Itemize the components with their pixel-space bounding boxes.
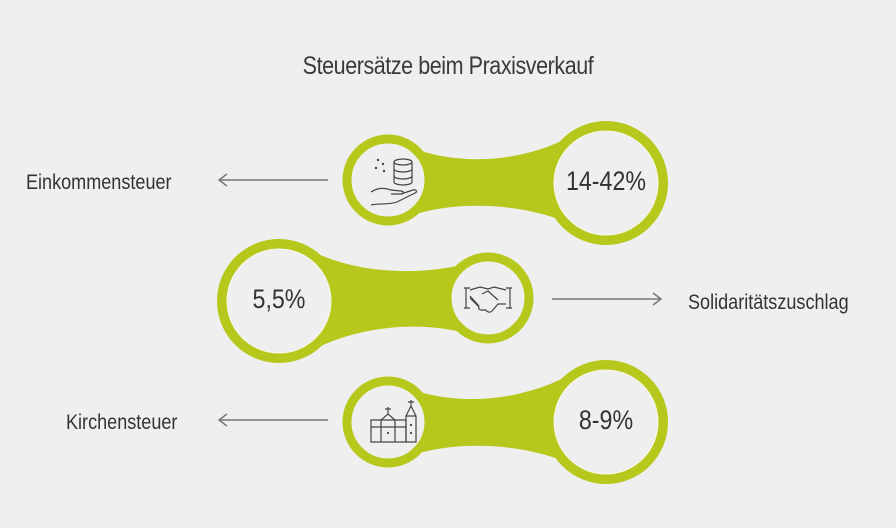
hand-database-icon	[370, 158, 418, 206]
diagram-title: Steuersätze beim Praxisverkauf	[302, 52, 594, 80]
connector-row-1	[342, 121, 668, 245]
arrow-row-3	[217, 413, 328, 427]
church-icon	[370, 400, 417, 443]
label-kirchensteuer: Kirchensteuer	[66, 411, 178, 434]
handshake-icon	[464, 286, 512, 313]
value-kirchensteuer: 8-9%	[578, 405, 634, 435]
arrow-row-2	[552, 292, 663, 306]
label-einkommensteuer: Einkommensteuer	[26, 171, 172, 194]
connector-row-2	[217, 239, 534, 363]
value-solidaritaetszuschlag: 5,5%	[252, 284, 306, 314]
label-solidaritaetszuschlag: Solidaritätszuschlag	[688, 291, 849, 314]
arrow-row-1	[217, 173, 328, 187]
connector-row-3	[342, 360, 668, 484]
value-einkommensteuer: 14-42%	[565, 166, 647, 196]
